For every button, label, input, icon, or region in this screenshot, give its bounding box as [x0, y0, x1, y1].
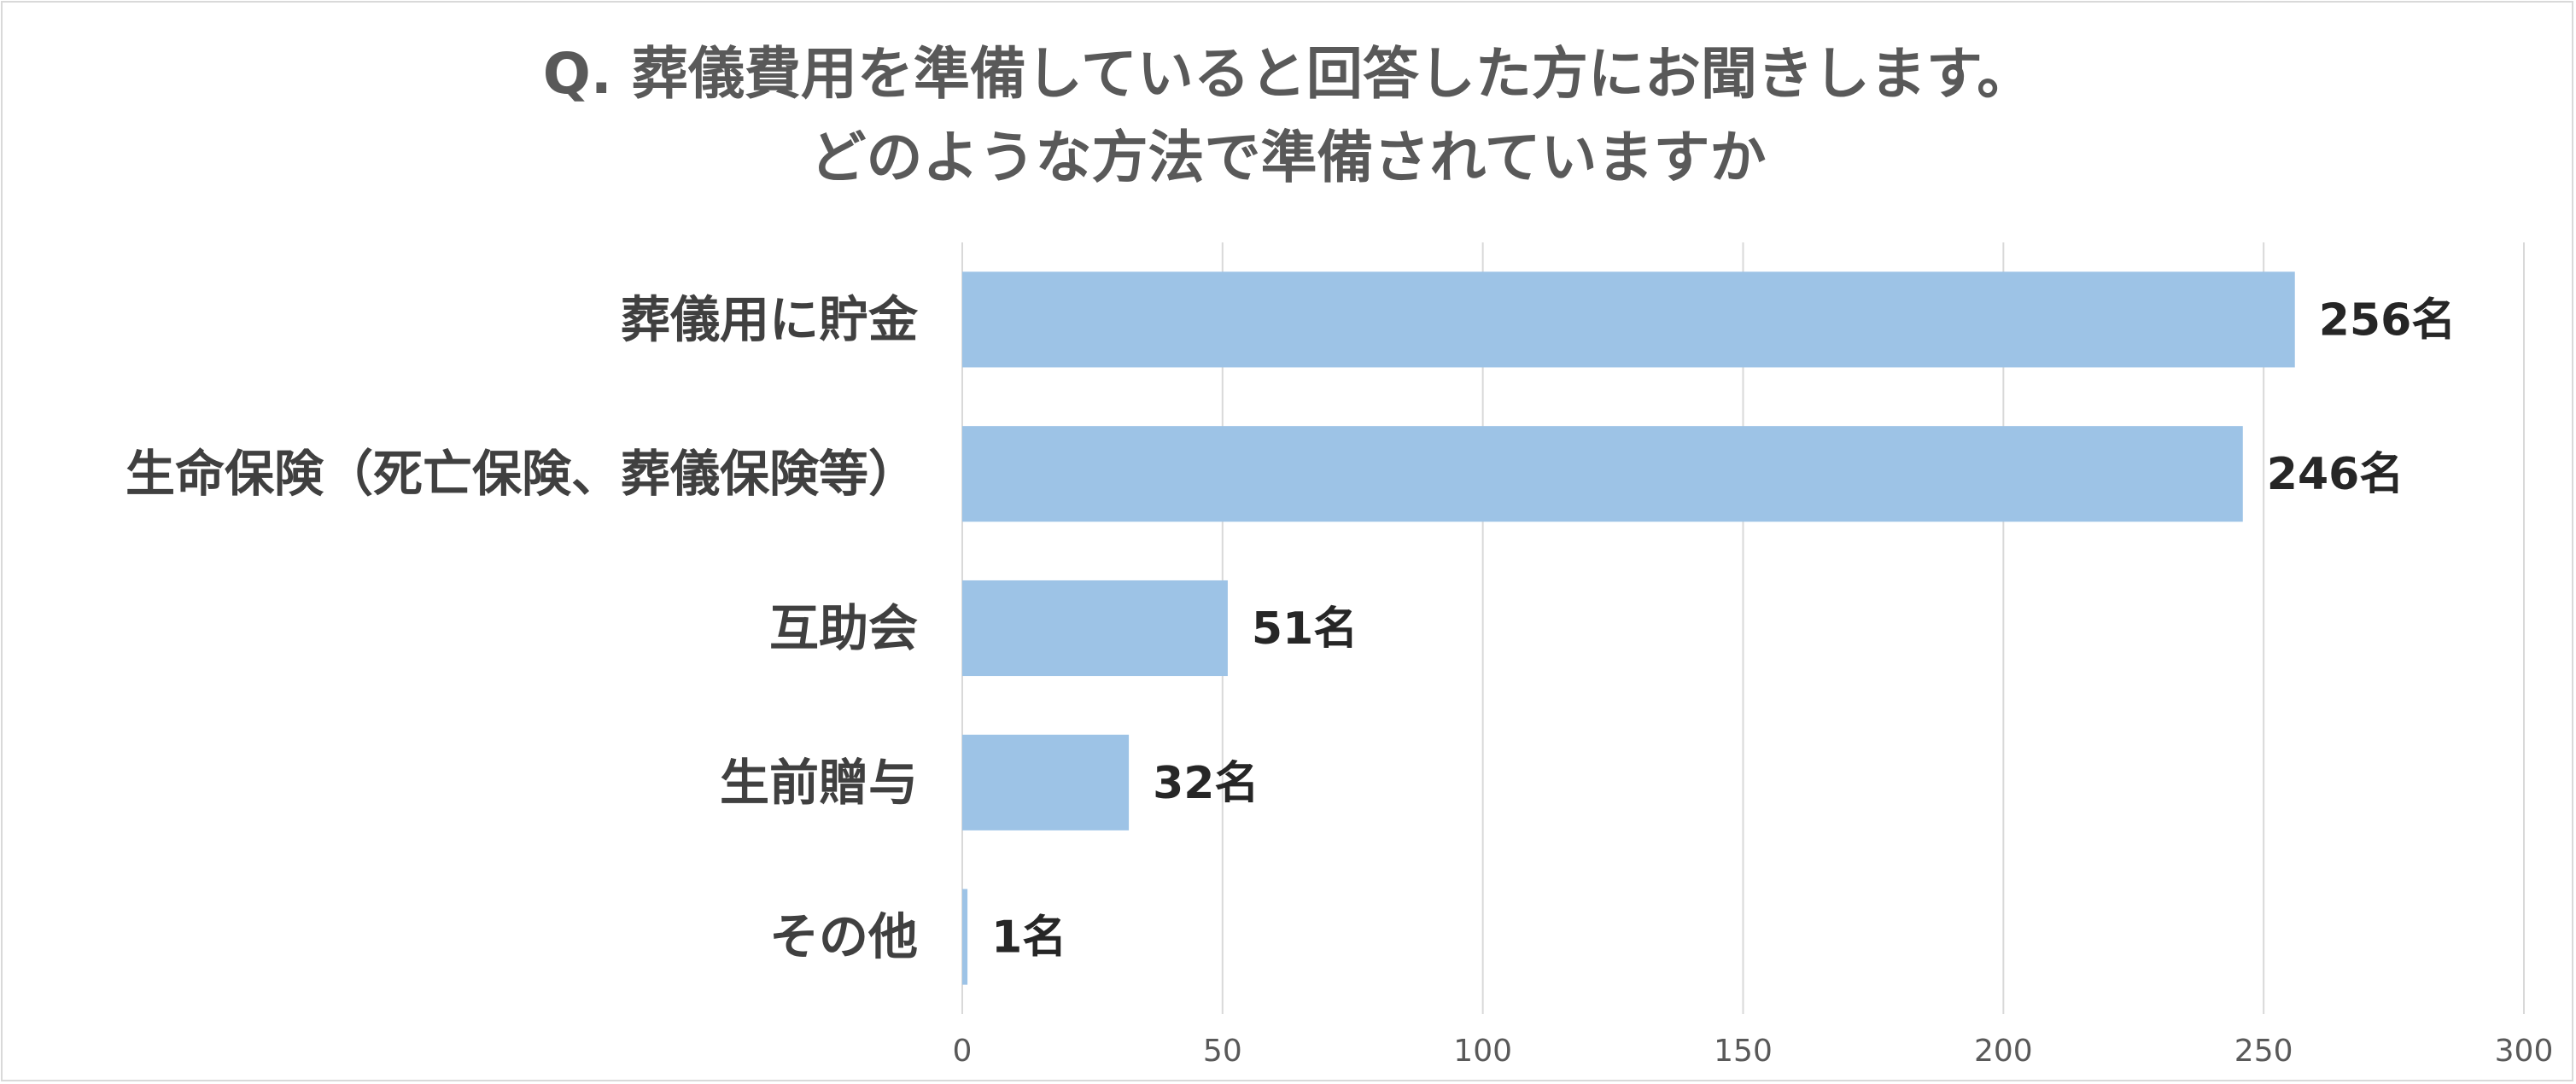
x-tick-label-200: 200: [1974, 1034, 2033, 1069]
category-label-0: 葬儀用に貯金: [621, 290, 919, 348]
bar-1: [962, 426, 2243, 522]
data-label-4: 1名: [991, 912, 1066, 964]
data-label-1: 246名: [2267, 449, 2404, 500]
bar-4: [962, 889, 968, 985]
x-tick-label-250: 250: [2234, 1034, 2293, 1069]
category-label-3: 生前贈与: [720, 754, 918, 812]
category-label-4: その他: [769, 908, 918, 966]
x-tick-label-0: 0: [953, 1034, 973, 1069]
chart-title-line-1: Q. 葬儀費用を準備していると回答した方にお聞きします。: [542, 41, 2034, 107]
bars: [962, 271, 2295, 985]
data-labels: 256名 246名 51名 32名 1名: [991, 294, 2456, 963]
category-label-2: 互助会: [769, 599, 918, 657]
gridlines: [961, 242, 2525, 1014]
x-axis-ticks: 0 50 100 150 200 250 300: [953, 1034, 2554, 1069]
data-label-0: 256名: [2319, 294, 2456, 346]
data-label-3: 32名: [1153, 758, 1259, 809]
category-label-1: 生命保険（死亡保険、葬儀保険等）: [126, 445, 918, 503]
chart-title-line-2: どのような方法で準備されていますか: [809, 125, 1767, 190]
bar-2: [962, 580, 1228, 677]
x-tick-label-50: 50: [1203, 1034, 1242, 1069]
x-tick-label-100: 100: [1453, 1034, 1512, 1069]
x-tick-label-300: 300: [2495, 1034, 2554, 1069]
x-tick-label-150: 150: [1714, 1034, 1773, 1069]
bar-3: [962, 734, 1130, 830]
data-label-2: 51名: [1252, 603, 1358, 655]
bar-0: [962, 271, 2295, 368]
